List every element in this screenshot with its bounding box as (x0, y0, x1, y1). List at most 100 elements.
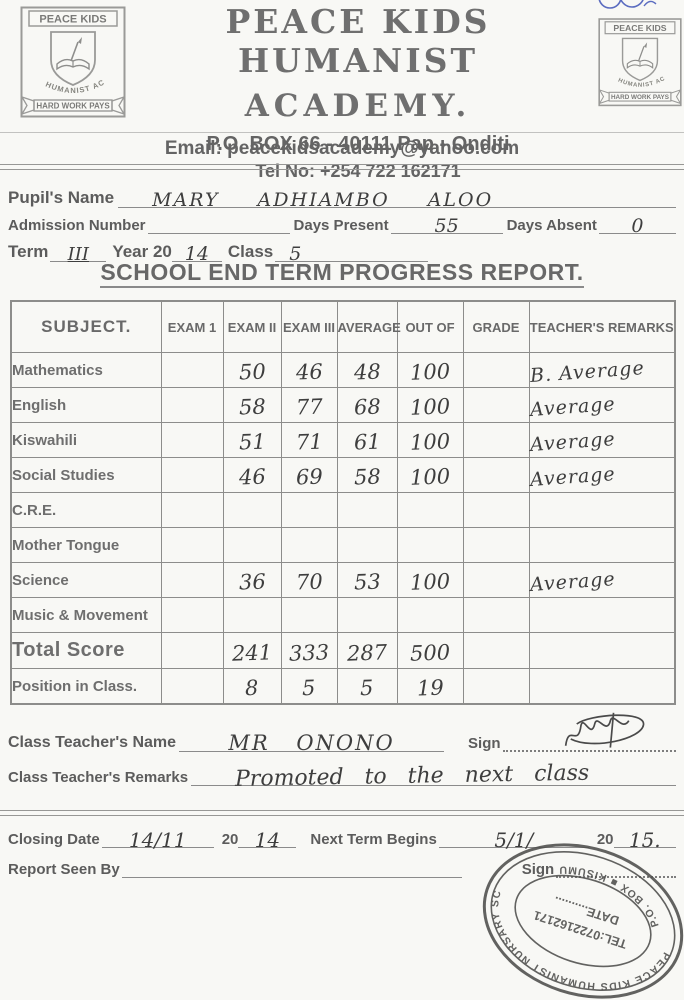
next-term-field: 5/1/ (438, 827, 589, 852)
class-field: 5 (275, 242, 428, 265)
admission-field (147, 215, 290, 234)
teacher-remarks-row: Class Teacher's Remarks Promoted to the … (8, 756, 676, 792)
report-title-text: SCHOOL END TERM PROGRESS REPORT. (100, 259, 584, 288)
days-absent-value: 0 (631, 215, 644, 237)
logo-ribbon-text: HARD WORK PAYS (611, 94, 669, 101)
score: 58 (353, 464, 381, 490)
subject-cell: Social Studies (10, 457, 162, 493)
closing-date-field: 14/11 (101, 827, 214, 850)
score: 68 (353, 394, 381, 420)
pupil-name-value: MARY ADHIAMBO ALOO (152, 189, 494, 211)
days-absent-field: 0 (598, 214, 676, 237)
pupil-name-label: Pupil's Name (8, 188, 115, 207)
subject-cell: Science (10, 562, 162, 598)
table-row-total: Total Score 241 333 287 500 (10, 632, 676, 669)
report-seen-field (121, 859, 462, 878)
logo-top-text: PEACE KIDS (39, 14, 106, 26)
subject-cell: English (10, 387, 162, 423)
score: 77 (295, 394, 323, 420)
days-present-value: 55 (434, 215, 459, 237)
col-exam2: EXAM II (222, 300, 282, 353)
subject-cell: C.R.E. (10, 492, 162, 528)
score: 58 (238, 394, 266, 420)
pupil-name-row: Pupil's Name MARY ADHIAMBO ALOO (8, 182, 676, 211)
open-book-icon (626, 59, 654, 69)
teacher-signature (564, 712, 645, 748)
teacher-remarks-field: Promoted to the next class (191, 761, 676, 792)
logo-top-text: PEACE KIDS (613, 23, 666, 33)
report-sign-field (556, 862, 676, 878)
score: 100 (409, 464, 451, 490)
score: 333 (288, 639, 330, 666)
class-value: 5 (289, 243, 302, 265)
term-row: Term III Year 20 14 Class 5 (8, 237, 428, 265)
open-book-icon (56, 58, 90, 71)
next-term-value: 5/1/ (494, 828, 534, 852)
days-present-label: Days Present (293, 217, 389, 234)
subject-cell: Total Score (10, 632, 162, 669)
score: 71 (295, 429, 323, 455)
divider-thick-top (0, 164, 684, 170)
school-logo-left: PEACE KIDS HUMANIST ACADEMY HARD WORK PA… (20, 6, 126, 118)
days-present-field: 55 (390, 214, 503, 237)
term-field: III (50, 243, 107, 264)
score: 8 (244, 675, 260, 701)
table-row: Science 36 70 53 100 Average (10, 562, 676, 598)
remark: Average (528, 428, 616, 456)
teacher-name-row: Class Teacher's Name MR ONONO Sign (8, 724, 676, 754)
report-seen-row: Report Seen By Sign (8, 854, 676, 878)
school-logo-right: PEACE KIDS HUMANIST ACADEMY HARD WORK PA… (598, 14, 682, 107)
col-grade: GRADE (462, 300, 530, 353)
marks-table: SUBJECT. EXAM 1 EXAM II EXAM III AVERAGE… (10, 300, 676, 705)
remark: Average (528, 568, 616, 596)
score: 53 (353, 569, 381, 595)
subject-cell: Mathematics (10, 352, 162, 388)
report-sign-label: Sign (521, 861, 555, 878)
table-row-position: Position in Class. 8 5 5 19 (10, 668, 676, 705)
days-absent-label: Days Absent (506, 217, 597, 234)
score: 241 (231, 639, 273, 666)
pupil-name-field: MARY ADHIAMBO ALOO (118, 188, 676, 211)
year-field: 14 (171, 242, 222, 265)
class-label: Class (227, 242, 274, 261)
score: 69 (295, 464, 323, 490)
table-row: Music & Movement (10, 597, 676, 633)
closing-date-row: Closing Date 14/11 20 14 Next Term Begin… (8, 822, 676, 852)
score: 46 (238, 464, 266, 490)
table-row: Mother Tongue (10, 527, 676, 563)
subject-cell: Music & Movement (10, 597, 162, 633)
divider-thin (0, 132, 684, 133)
quill-icon (637, 46, 645, 62)
score: 36 (238, 569, 266, 595)
subject-cell: Position in Class. (10, 668, 162, 705)
school-name-line2: ACADEMY. (244, 88, 472, 124)
next-term-year-field: 15. (613, 827, 676, 850)
closing-date-label: Closing Date (8, 831, 100, 848)
email-line: Email: peacekidsacademy@yahoo.com (164, 138, 520, 159)
score: 287 (346, 639, 388, 666)
table-row: English 58 77 68 100 Average (10, 387, 676, 423)
year-label: Year 20 (112, 242, 172, 261)
col-remarks: TEACHER'S REMARKS (528, 300, 676, 353)
score: 48 (353, 359, 381, 385)
subject-cell: Kiswahili (10, 422, 162, 458)
header: PEACE KIDS HUMANIST ACADEMY. P.O. BOX 66… (128, 2, 588, 182)
score: 19 (416, 675, 444, 701)
score: 500 (409, 639, 451, 666)
subject-cell: Mother Tongue (10, 527, 162, 563)
score: 61 (353, 429, 381, 455)
score: 50 (238, 359, 266, 385)
score: 70 (295, 569, 323, 595)
teacher-name-field: MR ONONO (179, 730, 445, 754)
school-stamp: PEACE KIDS HUMANIST NURSARY SCH. P.O. BO… (464, 840, 684, 1000)
year-value: 14 (184, 243, 209, 265)
table-row: Social Studies 46 69 58 100 Average (10, 457, 676, 493)
quill-icon (70, 41, 79, 62)
school-name-line1: PEACE KIDS HUMANIST (225, 2, 491, 80)
report-title: SCHOOL END TERM PROGRESS REPORT. (0, 259, 684, 288)
closing-year-value: 14 (254, 828, 281, 852)
score: 100 (409, 359, 451, 385)
score: 5 (359, 675, 375, 701)
score: 5 (301, 675, 317, 701)
